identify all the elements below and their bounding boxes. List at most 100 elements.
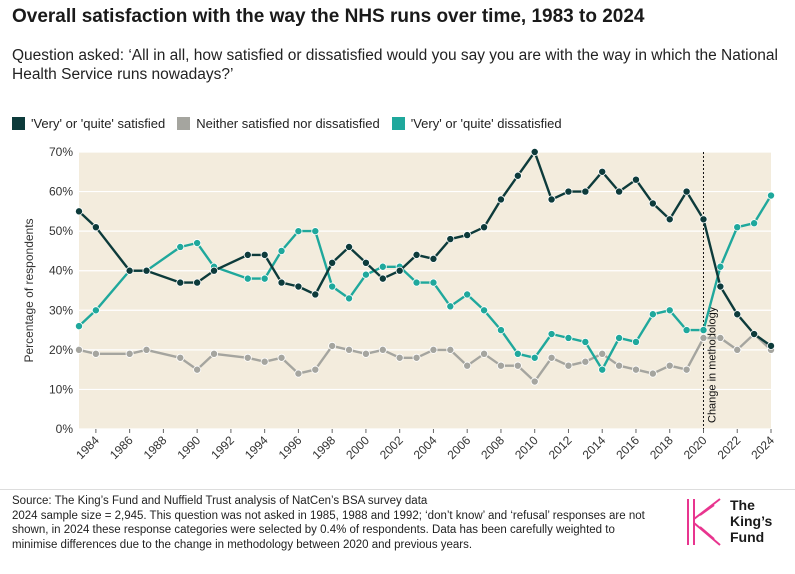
logo-line-2: King’s <box>730 513 773 529</box>
data-point <box>716 282 725 291</box>
data-point <box>176 278 185 287</box>
data-point <box>733 310 742 319</box>
data-point <box>429 278 438 287</box>
data-point <box>125 266 134 275</box>
data-point <box>412 278 421 287</box>
data-point <box>699 326 708 335</box>
data-point <box>598 167 607 176</box>
data-point <box>513 361 522 370</box>
y-tick-label: 50% <box>49 224 73 238</box>
data-point <box>193 278 202 287</box>
data-point <box>210 349 219 358</box>
y-axis-label: Percentage of respondents <box>22 218 36 362</box>
data-point <box>446 345 455 354</box>
data-point <box>75 345 84 354</box>
data-point <box>716 262 725 271</box>
logo-line-3: Fund <box>730 529 765 545</box>
data-point <box>615 333 624 342</box>
data-point <box>530 147 539 156</box>
data-point <box>75 322 84 331</box>
data-point <box>328 341 337 350</box>
data-point <box>733 223 742 232</box>
data-point <box>345 345 354 354</box>
data-point <box>345 242 354 251</box>
data-point <box>91 349 100 358</box>
data-point <box>598 349 607 358</box>
data-point <box>328 258 337 267</box>
legend-swatch-neither <box>177 117 191 130</box>
data-point <box>91 306 100 315</box>
data-point <box>193 365 202 374</box>
data-point <box>446 302 455 311</box>
x-tick-label: 1992 <box>208 433 237 462</box>
data-point <box>665 361 674 370</box>
x-tick-label: 1998 <box>310 433 339 462</box>
x-tick-label: 2024 <box>748 433 777 462</box>
data-point <box>294 227 303 236</box>
data-point <box>648 199 657 208</box>
data-point <box>311 290 320 299</box>
data-point <box>361 258 370 267</box>
x-tick-label: 1996 <box>276 433 305 462</box>
plot-background <box>79 152 771 429</box>
data-point <box>733 345 742 354</box>
data-point <box>581 337 590 346</box>
data-point <box>311 365 320 374</box>
data-point <box>463 361 472 370</box>
x-tick-label: 1990 <box>174 433 203 462</box>
footer: Source: The King’s Fund and Nuffield Tru… <box>12 494 652 552</box>
data-point <box>767 191 776 200</box>
legend-swatch-dissatisfied <box>391 117 405 130</box>
y-tick-label: 20% <box>49 343 73 357</box>
data-point <box>631 365 640 374</box>
data-point <box>294 369 303 378</box>
data-point <box>750 219 759 228</box>
legend-item-neither: Neither satisfied nor dissatisfied <box>177 116 380 131</box>
data-point <box>598 365 607 374</box>
data-point <box>665 306 674 315</box>
x-tick-label: 1986 <box>107 433 136 462</box>
data-point <box>564 333 573 342</box>
x-tick-label: 2018 <box>647 433 676 462</box>
data-point <box>210 266 219 275</box>
data-point <box>395 353 404 362</box>
legend-item-satisfied: 'Very' or 'quite' satisfied <box>12 116 165 131</box>
x-tick-label: 2006 <box>445 433 474 462</box>
data-point <box>564 187 573 196</box>
legend: 'Very' or 'quite' satisfied Neither sati… <box>12 116 574 131</box>
legend-label-dissatisfied: 'Very' or 'quite' dissatisfied <box>410 116 562 131</box>
data-point <box>361 349 370 358</box>
data-point <box>277 278 286 287</box>
data-point <box>328 282 337 291</box>
data-point <box>496 326 505 335</box>
data-point <box>361 270 370 279</box>
data-point <box>260 357 269 366</box>
data-point <box>513 349 522 358</box>
legend-item-dissatisfied: 'Very' or 'quite' dissatisfied <box>391 116 562 131</box>
data-point <box>767 341 776 350</box>
data-point <box>547 353 556 362</box>
legend-swatch-satisfied <box>12 117 25 130</box>
data-point <box>463 290 472 299</box>
data-point <box>75 207 84 216</box>
x-tick-label: 2014 <box>580 433 609 462</box>
data-point <box>243 274 252 283</box>
data-point <box>176 242 185 251</box>
data-point <box>277 246 286 255</box>
data-point <box>513 171 522 180</box>
y-tick-label: 30% <box>49 303 73 317</box>
data-point <box>176 353 185 362</box>
data-point <box>429 254 438 263</box>
methodology-label: Change in methodology <box>706 306 718 423</box>
line-chart: 0%10%20%30%40%50%60%70%1984 1986 1988 1990 1… <box>22 145 777 462</box>
footer-divider <box>0 489 795 490</box>
data-point <box>378 262 387 271</box>
data-point <box>631 175 640 184</box>
data-point <box>311 227 320 236</box>
data-point <box>648 369 657 378</box>
chart-subtitle: Question asked: ‘All in all, how satisfi… <box>12 47 778 83</box>
data-point <box>480 223 489 232</box>
data-point <box>463 231 472 240</box>
legend-label-satisfied: 'Very' or 'quite' satisfied <box>31 116 166 131</box>
x-tick-label: 2020 <box>681 433 710 462</box>
